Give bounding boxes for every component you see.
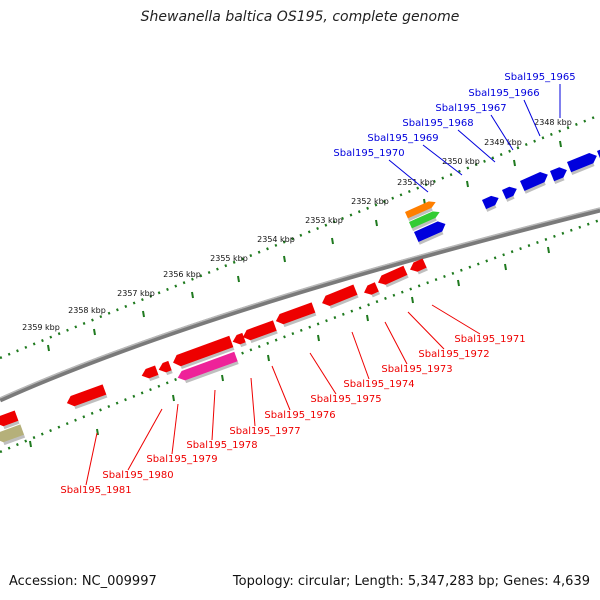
reverse-gene-label: Sbal195_1980 <box>102 470 173 481</box>
leader-line <box>171 403 179 455</box>
reverse-gene-arrow <box>173 335 235 370</box>
leader-line <box>431 304 481 335</box>
reverse-gene-label: Sbal195_1971 <box>454 334 525 345</box>
scale-label: 2356 kbp <box>163 270 201 279</box>
leader-line <box>250 377 256 427</box>
major-tick <box>47 344 50 352</box>
leader-line <box>271 365 291 411</box>
major-tick <box>237 275 240 283</box>
topology-text: Topology: circular; Length: 5,347,283 bp… <box>232 574 590 589</box>
major-tick <box>267 354 270 362</box>
leader-line <box>457 129 496 163</box>
reverse-gene-arrow <box>364 282 381 298</box>
reverse-gene-arrow <box>275 302 317 328</box>
khaki-feature-arrow <box>0 424 26 446</box>
reverse-gene-label: Sbal195_1975 <box>310 394 381 405</box>
reverse-gene-arrow <box>141 365 160 382</box>
forward-gene-label: Sbal195_1970 <box>333 148 404 159</box>
major-tick <box>375 219 378 227</box>
genome-backbone-highlight <box>0 207 600 399</box>
map-title: Shewanella baltica OS195, complete genom… <box>140 9 460 25</box>
major-tick <box>504 263 507 271</box>
forward-gene-arrow <box>414 221 446 245</box>
major-tick <box>547 246 550 254</box>
leader-line <box>422 144 463 176</box>
leader-line <box>407 311 445 350</box>
forward-gene-arrow <box>550 167 567 184</box>
scale-label: 2350 kbp <box>442 157 480 166</box>
major-tick <box>172 394 175 402</box>
major-tick <box>317 334 320 342</box>
leader-line <box>388 159 429 193</box>
forward-gene-label: Sbal195_1965 <box>504 72 575 83</box>
reverse-gene-label: Sbal195_1981 <box>60 485 131 496</box>
reverse-gene-arrow <box>66 384 108 410</box>
reverse-gene-arrow <box>158 360 173 376</box>
genome-backbone <box>0 207 600 403</box>
pink-feature-arrow <box>177 351 239 384</box>
reverse-gene-label: Sbal195_1977 <box>229 426 300 437</box>
major-tick <box>96 428 99 436</box>
reverse-gene-label: Sbal195_1978 <box>186 440 257 451</box>
reverse-gene-label: Sbal195_1979 <box>146 454 217 465</box>
forward-gene-label: Sbal195_1966 <box>468 88 539 99</box>
leader-line <box>384 321 408 365</box>
outer-tick-ring <box>0 113 600 360</box>
reverse-gene-label: Sbal195_1972 <box>418 349 489 360</box>
major-tick <box>457 279 460 287</box>
major-tick <box>221 374 224 382</box>
scale-label: 2355 kbp <box>210 254 248 263</box>
reverse-gene-arrow <box>232 332 247 348</box>
leader-line <box>490 114 514 151</box>
major-tick <box>283 255 286 263</box>
scale-label: 2357 kbp <box>117 289 155 298</box>
reverse-gene-label: Sbal195_1974 <box>343 379 414 390</box>
major-tick <box>513 159 516 167</box>
forward-gene-label: Sbal195_1967 <box>435 103 506 114</box>
reverse-gene-arrow <box>378 265 409 288</box>
scale-label: 2353 kbp <box>305 216 343 225</box>
major-tick <box>191 291 194 299</box>
major-tick <box>411 296 414 304</box>
reverse-gene-label: Sbal195_1973 <box>381 364 452 375</box>
leader-line <box>127 408 163 471</box>
leader-line <box>85 432 98 486</box>
reverse-gene-arrow <box>242 320 278 344</box>
scale-label: 2359 kbp <box>22 323 60 332</box>
leader-line <box>351 331 370 380</box>
major-tick <box>559 140 562 148</box>
leader-line <box>523 99 541 137</box>
scale-label: 2348 kbp <box>534 118 572 127</box>
major-tick <box>142 310 145 318</box>
scale-label: 2352 kbp <box>351 197 389 206</box>
scale-label: 2349 kbp <box>484 138 522 147</box>
major-tick <box>29 440 32 448</box>
forward-gene-label: Sbal195_1968 <box>402 118 473 129</box>
leader-line <box>309 352 337 395</box>
major-tick <box>331 237 334 245</box>
leader-line <box>211 389 216 441</box>
scale-label: 2354 kbp <box>257 235 295 244</box>
forward-gene-arrow <box>520 172 548 194</box>
reverse-gene-arrow <box>322 284 359 309</box>
forward-gene-arrow <box>502 186 517 202</box>
scale-label: 2358 kbp <box>68 306 106 315</box>
rna-feature-arrow <box>405 201 436 222</box>
major-tick <box>366 314 369 322</box>
reverse-gene-arrow <box>0 410 20 430</box>
reverse-gene-label: Sbal195_1976 <box>264 410 335 421</box>
inner-tick-ring <box>0 218 600 454</box>
forward-gene-arrow <box>482 195 499 212</box>
forward-gene-label: Sbal195_1969 <box>367 133 438 144</box>
major-tick <box>466 180 469 188</box>
reverse-gene-arrow <box>410 258 428 275</box>
forward-gene-arrow <box>567 153 597 175</box>
major-tick <box>93 328 96 336</box>
misc-feature-arrow <box>409 211 440 232</box>
accession-text: Accession: NC_009997 <box>9 574 157 589</box>
